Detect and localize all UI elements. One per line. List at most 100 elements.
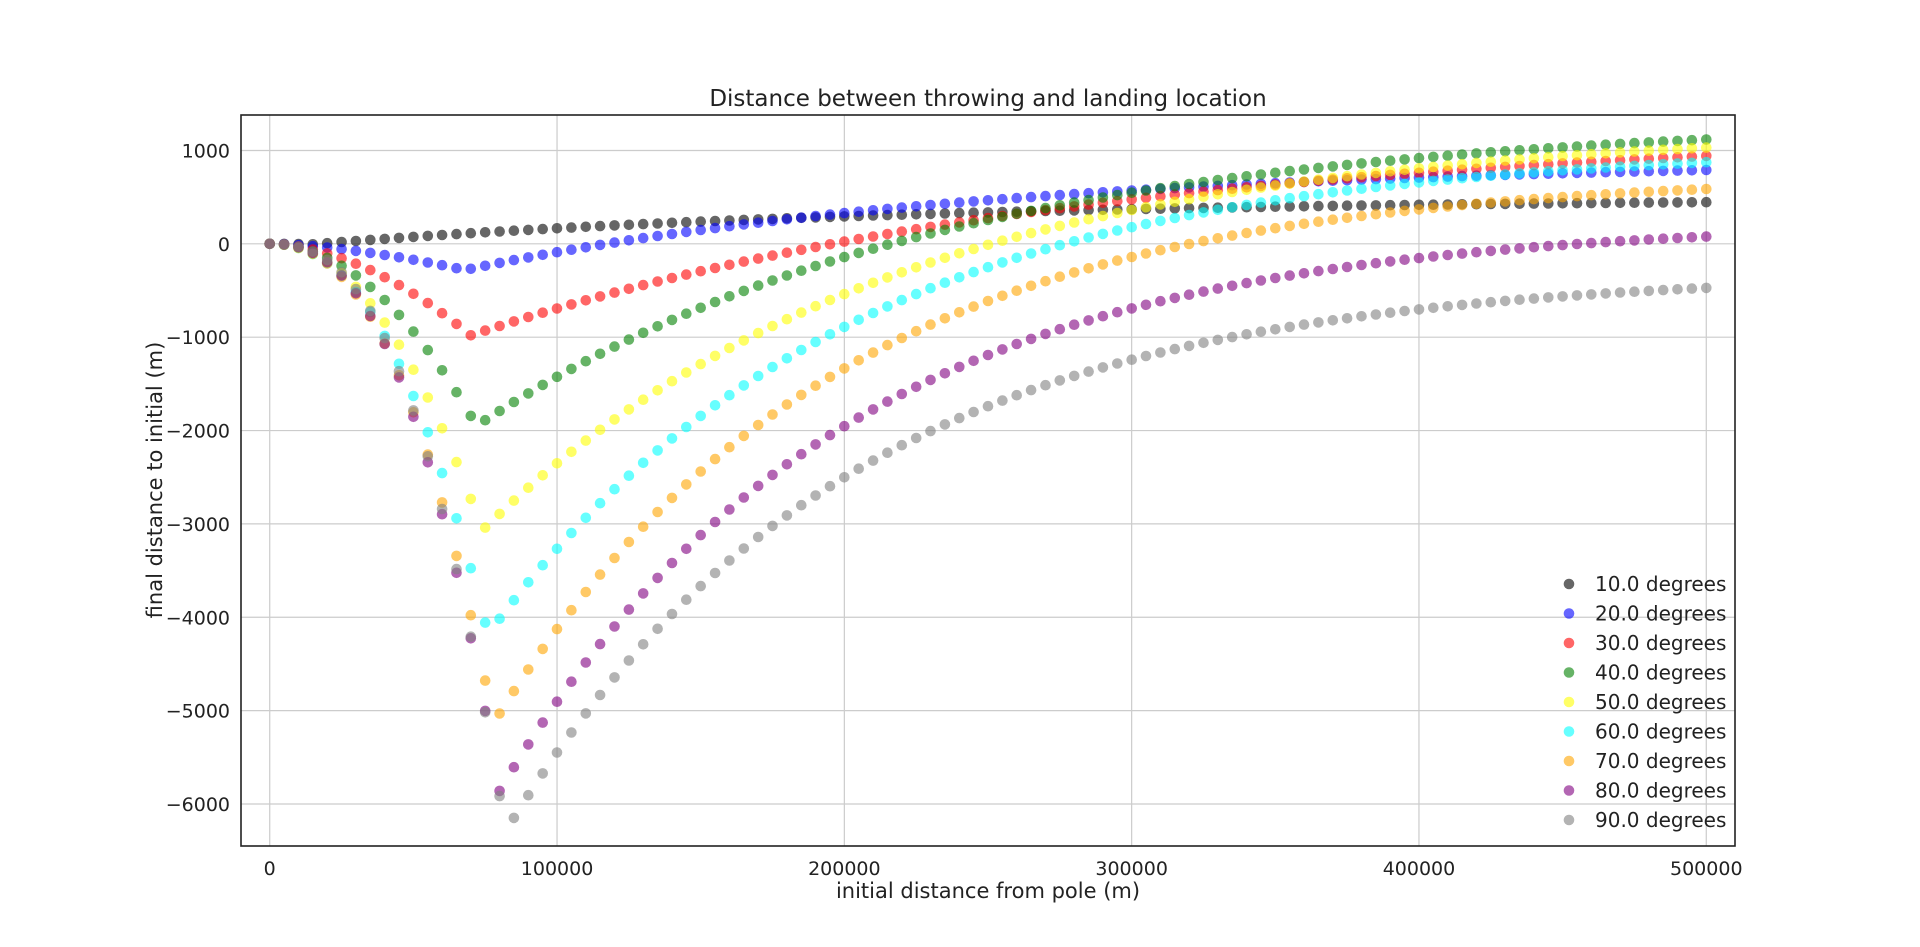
data-point	[1471, 157, 1482, 169]
data-point	[1313, 200, 1324, 212]
data-point	[796, 244, 807, 256]
data-point	[1384, 155, 1396, 166]
data-point	[1629, 160, 1640, 172]
data-point	[853, 247, 864, 259]
data-point	[1241, 199, 1252, 211]
data-point	[1112, 306, 1123, 318]
data-point	[637, 457, 649, 469]
data-point	[1614, 161, 1626, 172]
data-point	[738, 543, 750, 554]
data-point	[278, 239, 290, 250]
data-point	[1198, 207, 1209, 218]
data-point	[1241, 227, 1252, 239]
data-point	[1413, 152, 1425, 164]
data-point	[594, 497, 606, 509]
data-point	[997, 193, 1008, 205]
data-point	[637, 279, 649, 291]
data-point	[1528, 293, 1540, 304]
data-point	[1528, 167, 1540, 178]
data-point	[666, 228, 678, 240]
data-point	[1543, 166, 1554, 177]
data-point	[1643, 186, 1655, 198]
data-point	[537, 559, 548, 571]
data-point	[1600, 189, 1611, 200]
data-point	[853, 233, 864, 245]
data-point	[1212, 204, 1224, 216]
data-point	[1040, 224, 1051, 235]
data-point	[609, 341, 620, 352]
data-point	[796, 212, 807, 223]
data-point	[1255, 197, 1267, 208]
data-point	[695, 410, 706, 422]
data-point	[1600, 162, 1611, 173]
data-point	[824, 429, 836, 441]
legend-marker	[1563, 637, 1575, 649]
data-point	[422, 392, 434, 403]
data-point	[365, 247, 376, 259]
data-point	[925, 319, 936, 330]
data-point	[1241, 277, 1252, 289]
data-point	[1600, 236, 1611, 248]
data-point	[537, 249, 548, 261]
data-point	[1097, 259, 1109, 270]
series-50-0-degrees	[264, 142, 1712, 533]
data-point	[896, 226, 908, 237]
data-point	[1499, 196, 1511, 207]
data-point	[954, 412, 965, 424]
data-point	[1183, 289, 1195, 301]
data-point	[724, 504, 735, 515]
data-point	[1701, 164, 1712, 176]
data-point	[666, 217, 678, 229]
data-point	[1327, 187, 1339, 198]
data-point	[551, 371, 563, 383]
data-point	[910, 325, 922, 337]
data-point	[1571, 141, 1583, 152]
data-point	[523, 388, 534, 399]
data-point	[566, 676, 577, 687]
data-point	[1413, 163, 1425, 174]
data-point	[681, 421, 692, 433]
data-point	[910, 288, 922, 300]
data-point	[781, 459, 793, 470]
data-point	[1370, 200, 1382, 211]
data-point	[1169, 196, 1181, 208]
data-point	[1428, 202, 1439, 214]
data-point	[1313, 162, 1324, 174]
data-point	[1112, 358, 1123, 369]
data-point	[910, 231, 922, 243]
data-point	[1643, 197, 1655, 208]
legend-label: 10.0 degrees	[1595, 572, 1726, 596]
data-point	[724, 259, 735, 271]
data-point	[652, 218, 663, 229]
data-point	[652, 276, 663, 287]
data-point	[1226, 202, 1238, 213]
data-point	[1600, 288, 1611, 299]
data-point	[882, 239, 893, 250]
data-point	[810, 490, 821, 501]
data-point	[1327, 161, 1339, 172]
data-point	[1270, 272, 1281, 284]
data-point	[896, 439, 908, 451]
data-point	[968, 217, 979, 229]
data-point	[1557, 165, 1568, 176]
data-point	[379, 249, 391, 261]
data-point	[637, 394, 649, 406]
data-point	[609, 237, 620, 248]
data-point	[810, 300, 821, 312]
data-point	[738, 285, 750, 297]
data-point	[1514, 145, 1525, 156]
data-point	[1183, 340, 1195, 352]
data-point	[1341, 212, 1353, 224]
data-point	[752, 280, 764, 291]
data-point	[810, 439, 821, 450]
data-point	[609, 414, 620, 425]
data-point	[738, 492, 750, 503]
data-point	[1614, 287, 1626, 298]
x-axis-label: initial distance from pole (m)	[836, 879, 1140, 903]
data-point	[1011, 252, 1022, 264]
data-point	[652, 623, 663, 635]
data-point	[1270, 324, 1281, 335]
data-point	[1571, 164, 1583, 175]
data-point	[379, 233, 391, 245]
data-point	[1155, 182, 1166, 194]
